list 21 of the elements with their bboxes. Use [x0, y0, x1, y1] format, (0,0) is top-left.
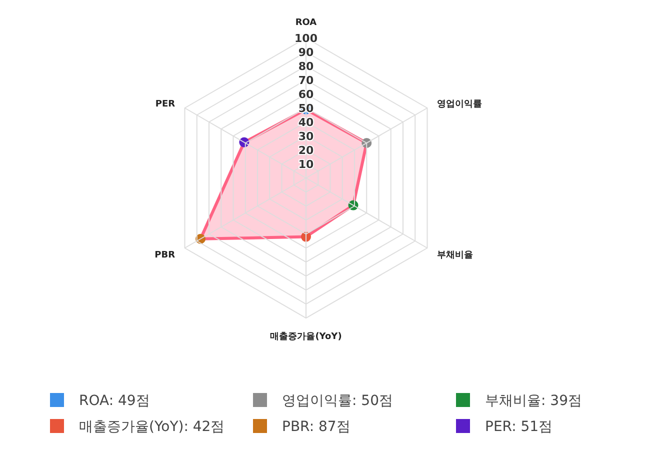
spoke-label: PBR — [154, 250, 176, 261]
y-tick-label: 10 — [298, 158, 314, 171]
y-tick-label: 60 — [298, 88, 314, 101]
spoke-label: 부채비율 — [436, 250, 473, 261]
y-tick-label: 100 — [294, 32, 318, 45]
y-tick-label: 20 — [298, 144, 314, 157]
y-tick-label: 90 — [298, 46, 314, 59]
y-tick-label: 80 — [298, 60, 314, 73]
text: 부채비율: 39점 — [485, 393, 582, 409]
y-tick-label: 40 — [298, 116, 314, 129]
text: 매출증가율(YoY): 42점 — [79, 419, 225, 435]
text: PER: 51점 — [485, 419, 553, 435]
text: PBR: 87점 — [282, 419, 350, 435]
y-tick-label: 30 — [298, 130, 314, 143]
spoke-label: 매출증가율(YoY) — [270, 331, 342, 342]
text: ROA: 49점 — [79, 393, 150, 409]
spoke-label: 영업이익률 — [436, 99, 482, 110]
y-tick-label: 70 — [298, 74, 314, 87]
text: 영업이익률: 50점 — [282, 393, 393, 409]
spoke-label: ROA — [295, 18, 317, 28]
spoke-label: PER — [155, 99, 176, 110]
